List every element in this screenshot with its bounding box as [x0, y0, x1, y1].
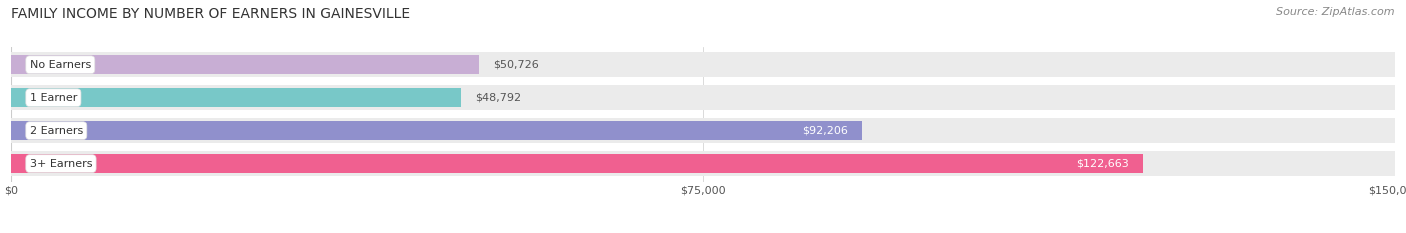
Bar — [11, 55, 479, 74]
Bar — [11, 85, 1395, 110]
Bar — [11, 118, 1395, 143]
Text: $50,726: $50,726 — [494, 60, 538, 70]
Bar — [11, 154, 1143, 173]
Text: Source: ZipAtlas.com: Source: ZipAtlas.com — [1277, 7, 1395, 17]
Text: 1 Earner: 1 Earner — [30, 93, 77, 103]
Text: FAMILY INCOME BY NUMBER OF EARNERS IN GAINESVILLE: FAMILY INCOME BY NUMBER OF EARNERS IN GA… — [11, 7, 411, 21]
Text: $92,206: $92,206 — [801, 126, 848, 136]
Text: 2 Earners: 2 Earners — [30, 126, 83, 136]
Bar — [11, 151, 1395, 176]
Text: 3+ Earners: 3+ Earners — [30, 159, 93, 169]
Bar — [11, 121, 862, 140]
Bar — [11, 52, 1395, 77]
Text: $48,792: $48,792 — [475, 93, 522, 103]
Text: No Earners: No Earners — [30, 60, 91, 70]
Text: $122,663: $122,663 — [1076, 159, 1129, 169]
Bar — [11, 88, 461, 107]
